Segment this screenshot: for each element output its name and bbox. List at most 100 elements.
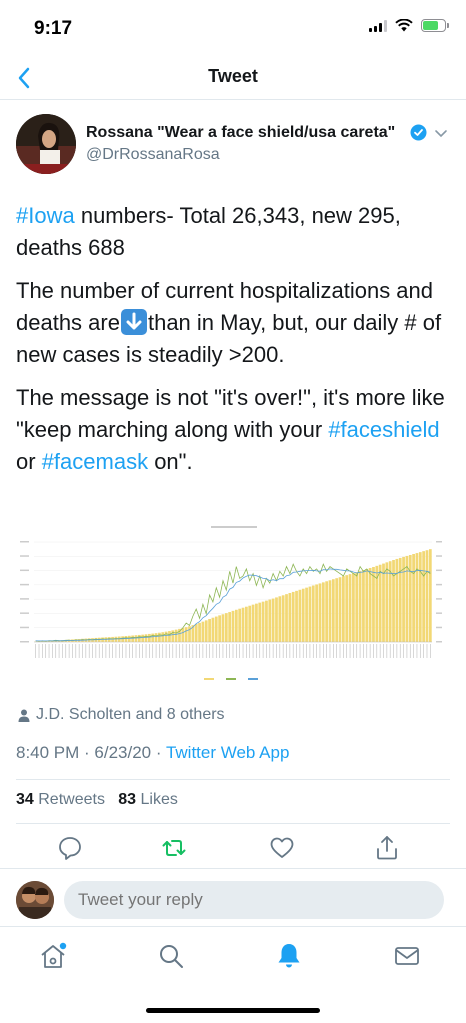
chart-x-tick-label xyxy=(326,644,327,658)
chart-x-tick-label xyxy=(329,644,331,658)
retweets-link[interactable]: 34 Retweets xyxy=(16,791,105,808)
messages-tab[interactable] xyxy=(392,941,422,971)
retweet-button[interactable] xyxy=(160,834,188,862)
engagement-counts: 34 Retweets 83 Likes xyxy=(16,791,178,809)
chart-bar xyxy=(221,614,225,642)
page-title: Tweet xyxy=(208,66,258,86)
user-avatar[interactable] xyxy=(16,881,54,919)
divider xyxy=(16,823,450,824)
search-tab[interactable] xyxy=(156,941,186,971)
tweet-chart-image[interactable] xyxy=(16,520,452,690)
chart-bar xyxy=(308,586,312,642)
chart-x-tick-label xyxy=(369,644,371,658)
chart-bar xyxy=(378,564,382,642)
bell-icon xyxy=(278,944,300,968)
share-button[interactable] xyxy=(373,834,401,862)
more-options-button[interactable] xyxy=(433,125,449,141)
chart-x-tick-label xyxy=(406,644,408,658)
chart-bar xyxy=(174,629,178,642)
tweet-source-link[interactable]: Twitter Web App xyxy=(165,743,290,762)
chart-x-tick-label xyxy=(102,644,103,658)
chart-y2-tick-label xyxy=(436,612,442,614)
chart-x-tick-label xyxy=(192,644,194,658)
chart-bar xyxy=(131,635,135,642)
chart-x-tick-label xyxy=(236,644,237,658)
down-arrow-emoji-icon xyxy=(120,309,147,335)
chart-x-tick-label xyxy=(145,644,147,658)
reply-input[interactable] xyxy=(64,881,444,919)
chart-x-tick-label xyxy=(246,644,247,658)
chart-y-tick-label xyxy=(20,583,29,586)
chart-bar xyxy=(158,632,161,642)
chart-x-tick-label xyxy=(386,644,388,658)
chart-x-tick-label xyxy=(85,644,87,658)
chart-x-tick-label xyxy=(149,644,150,658)
status-icons xyxy=(369,19,449,32)
notifications-tab[interactable] xyxy=(274,941,304,971)
chart-x-tick-label xyxy=(249,644,251,658)
chart-x-tick-label xyxy=(75,644,77,658)
chart-x-tick-label xyxy=(72,644,73,658)
chart-x-tick-label xyxy=(396,644,398,658)
chart-x-tick-label xyxy=(92,644,93,658)
chart-x-tick-label xyxy=(339,644,341,658)
chart-bar xyxy=(241,607,245,642)
chart-bar xyxy=(365,569,369,642)
chart-x-tick-label xyxy=(269,644,271,658)
back-button[interactable] xyxy=(10,63,40,93)
chart-bar xyxy=(321,582,325,642)
status-time: 9:17 xyxy=(34,18,73,39)
chart-bar xyxy=(251,604,255,642)
chart-x-tick-label xyxy=(199,644,200,658)
chart-bar xyxy=(178,628,181,642)
chart-x-tick-label xyxy=(48,644,50,658)
chart-bar xyxy=(44,641,48,642)
chart-bar xyxy=(375,565,379,642)
chart-x-tick-label xyxy=(316,644,317,658)
chart-bar xyxy=(191,625,195,642)
tweet-text-span: numbers- Total 26,343, new 295, deaths 6… xyxy=(16,203,401,260)
author-name[interactable]: Rossana "Wear a face shield/usa careta" xyxy=(86,124,396,141)
chart-x-tick-label xyxy=(155,644,157,658)
author-handle[interactable]: @DrRossanaRosa xyxy=(86,146,220,163)
chart-bar xyxy=(228,612,232,642)
chart-x-tick-label xyxy=(356,644,358,658)
chart-y2-tick-label xyxy=(436,569,442,572)
chart-bar xyxy=(298,589,302,642)
chart-x-tick-label xyxy=(302,644,304,658)
reply-button[interactable] xyxy=(56,834,84,862)
hashtag-link[interactable]: #Iowa xyxy=(16,203,75,228)
chart-bar xyxy=(204,620,208,642)
tab-bar xyxy=(0,926,466,1023)
likes-count: 83 xyxy=(118,791,137,808)
chart-x-tick-label xyxy=(309,644,311,658)
chart-x-tick-label xyxy=(366,644,368,658)
hashtag-link[interactable]: #faceshield xyxy=(328,417,440,442)
chart-y-tick-label xyxy=(20,569,29,572)
chart-x-tick-label xyxy=(88,644,90,658)
chart-legend-swatch xyxy=(226,678,236,680)
chart-bar xyxy=(201,621,205,642)
likes-link[interactable]: 83 Likes xyxy=(118,791,178,808)
home-tab[interactable] xyxy=(38,941,68,971)
liked-by-row[interactable]: J.D. Scholten and 8 others xyxy=(18,706,225,724)
status-bar: 9:17 xyxy=(0,0,466,56)
chart-bar xyxy=(331,579,335,642)
chart-bar xyxy=(392,560,395,642)
chart-x-tick-label xyxy=(159,644,160,658)
chart-legend-swatch xyxy=(248,678,258,680)
author-avatar[interactable] xyxy=(16,114,76,174)
chart-x-tick-label xyxy=(299,644,301,658)
chart-bar xyxy=(288,593,292,642)
hashtag-link[interactable]: #facemask xyxy=(41,449,149,474)
chart-bar xyxy=(278,596,282,642)
chart-bar xyxy=(137,634,141,642)
chart-bar xyxy=(127,635,131,642)
chart-bar xyxy=(151,633,155,642)
divider xyxy=(16,779,450,780)
chart-y-tick-label xyxy=(20,555,29,557)
chart-x-tick-label xyxy=(172,644,174,658)
unread-dot-icon xyxy=(59,942,67,950)
chart-bar xyxy=(40,641,44,642)
like-button[interactable] xyxy=(268,834,296,862)
